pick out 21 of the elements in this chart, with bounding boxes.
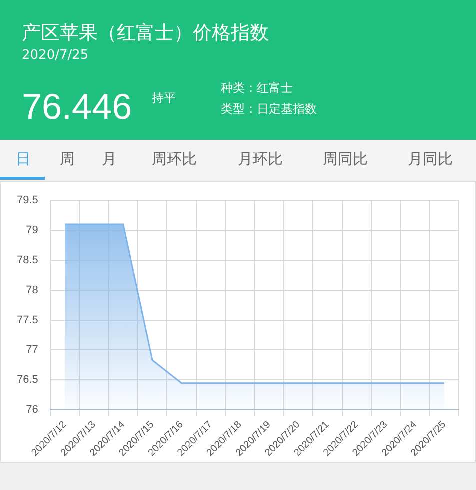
text: 月 (102, 150, 117, 169)
text: 76.446 (22, 86, 132, 128)
y-tick-label: 78 (26, 284, 38, 296)
y-tick-label: 79 (26, 224, 38, 237)
text: 周同比 (323, 150, 368, 169)
y-tick-label: 77 (26, 344, 38, 356)
y-tick-label: 77.5 (16, 314, 38, 326)
text: 持平 (152, 90, 176, 107)
text: 月同比 (408, 150, 453, 169)
text: 周 (60, 150, 75, 169)
text: 周环比 (152, 150, 197, 169)
text: 日 (16, 150, 31, 169)
text: 种类：红富士 (221, 80, 293, 97)
text: 月环比 (238, 150, 283, 169)
chart-title: 产区苹果（红富士）价格指数 (22, 21, 269, 46)
text: 类型：日定基指数 (221, 101, 317, 118)
chart-subtitle: 2020/7/25 (22, 48, 89, 63)
y-tick-label: 79.5 (16, 194, 38, 207)
y-tick-label: 76 (26, 404, 38, 416)
y-tick-label: 78.5 (16, 254, 38, 266)
y-tick-label: 76.5 (16, 374, 38, 386)
